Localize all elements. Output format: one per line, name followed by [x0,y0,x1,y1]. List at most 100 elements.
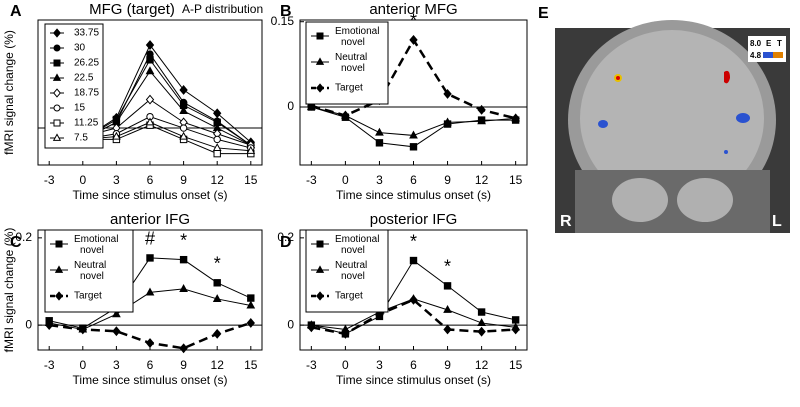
marker [112,326,121,337]
legend-label: 11.25 [74,118,99,129]
chart-subtitle: A-P distribution [182,2,263,16]
legend-label-line: novel [341,271,365,282]
legend-label: Emotional novel [74,234,118,256]
marker [53,59,61,67]
legend-box [44,23,104,149]
x-tick-label: 6 [147,173,154,187]
brain-tissue [580,30,764,206]
y-axis-label: fMRI signal change (%) [2,30,16,155]
marker [443,117,452,126]
annotation: * [444,257,451,277]
y-tick-label: 0 [287,317,294,331]
x-tick-label: -3 [306,173,317,187]
brain-lobe [677,178,733,222]
marker [477,104,486,115]
marker [316,32,324,40]
marker [341,328,350,339]
colorbar-label: E [766,39,772,48]
marker [409,294,418,305]
x-tick-label: 3 [376,173,383,187]
marker [52,73,62,81]
y-tick-label: 0.2 [277,230,294,244]
y-tick-label: 0 [25,317,32,331]
marker [55,240,63,248]
marker [246,145,256,154]
legend-label-line: Neutral [74,260,106,271]
marker [54,265,64,273]
marker [53,104,61,112]
marker [511,324,520,335]
legend-label: Target [335,291,363,302]
colorbar-e [763,52,773,58]
x-axis-label: Time since stimulus onset (s) [336,188,491,202]
x-tick-label: 15 [509,173,523,187]
panel-label: D [280,234,292,251]
legend-label: Target [74,291,102,302]
marker [477,318,486,327]
y-tick-label: 0 [287,99,294,113]
marker [409,143,418,151]
marker [443,304,452,313]
chart-title: posterior IFG [370,211,458,228]
annotation: * [410,231,417,251]
legend-label-line: Neutral [335,260,367,271]
x-tick-label: -3 [44,358,55,372]
marker [409,130,418,139]
marker [477,308,486,316]
chart-title: anterior MFG [369,1,457,18]
marker [315,265,325,273]
marker [53,28,61,38]
marker [112,131,121,140]
x-axis-label: Time since stimulus onset (s) [73,188,228,202]
legend-label-line: novel [341,37,365,48]
x-tick-label: 3 [376,358,383,372]
panel-label: A [10,3,22,20]
marker [145,287,155,296]
marker [179,124,188,132]
marker [213,135,221,144]
marker [443,282,452,290]
marker [307,322,316,333]
legend-label-line: novel [341,63,365,74]
legend-label-line: Neutral [335,52,367,63]
annotation: * [410,11,417,31]
colorbar-label: T [777,39,782,48]
x-tick-label: 12 [475,358,489,372]
marker [212,143,222,152]
marker [213,279,221,287]
marker [53,44,61,52]
legend-label-line: Emotional [335,234,379,245]
marker [179,343,188,354]
marker [45,320,54,331]
x-tick-label: 0 [79,173,86,187]
x-tick-label: 0 [342,173,349,187]
marker [375,309,384,320]
annotation: * [180,230,187,250]
marker [316,291,324,301]
x-tick-label: 9 [444,358,451,372]
x-tick-label: 15 [244,358,258,372]
x-tick-label: 15 [244,173,258,187]
marker [246,318,255,328]
legend-label: 15 [74,103,86,114]
x-tick-label: 15 [509,358,523,372]
marker [315,57,325,65]
x-tick-label: 12 [475,173,489,187]
legend-label: Neutral novel [335,260,367,282]
legend-label: 18.75 [74,88,99,99]
legend-label: 26.25 [74,58,99,69]
y-tick-label: 0.2 [15,230,32,244]
marker [375,139,384,147]
marker [145,40,155,50]
x-tick-label: 3 [113,358,120,372]
x-tick-label: 6 [410,173,417,187]
legend-label-line: Emotional [74,234,118,245]
x-tick-label: 9 [180,173,187,187]
marker [55,291,63,301]
legend-label: Neutral novel [74,260,106,282]
marker [316,83,324,93]
marker [145,94,155,105]
x-axis-label: Time since stimulus onset (s) [73,373,228,387]
